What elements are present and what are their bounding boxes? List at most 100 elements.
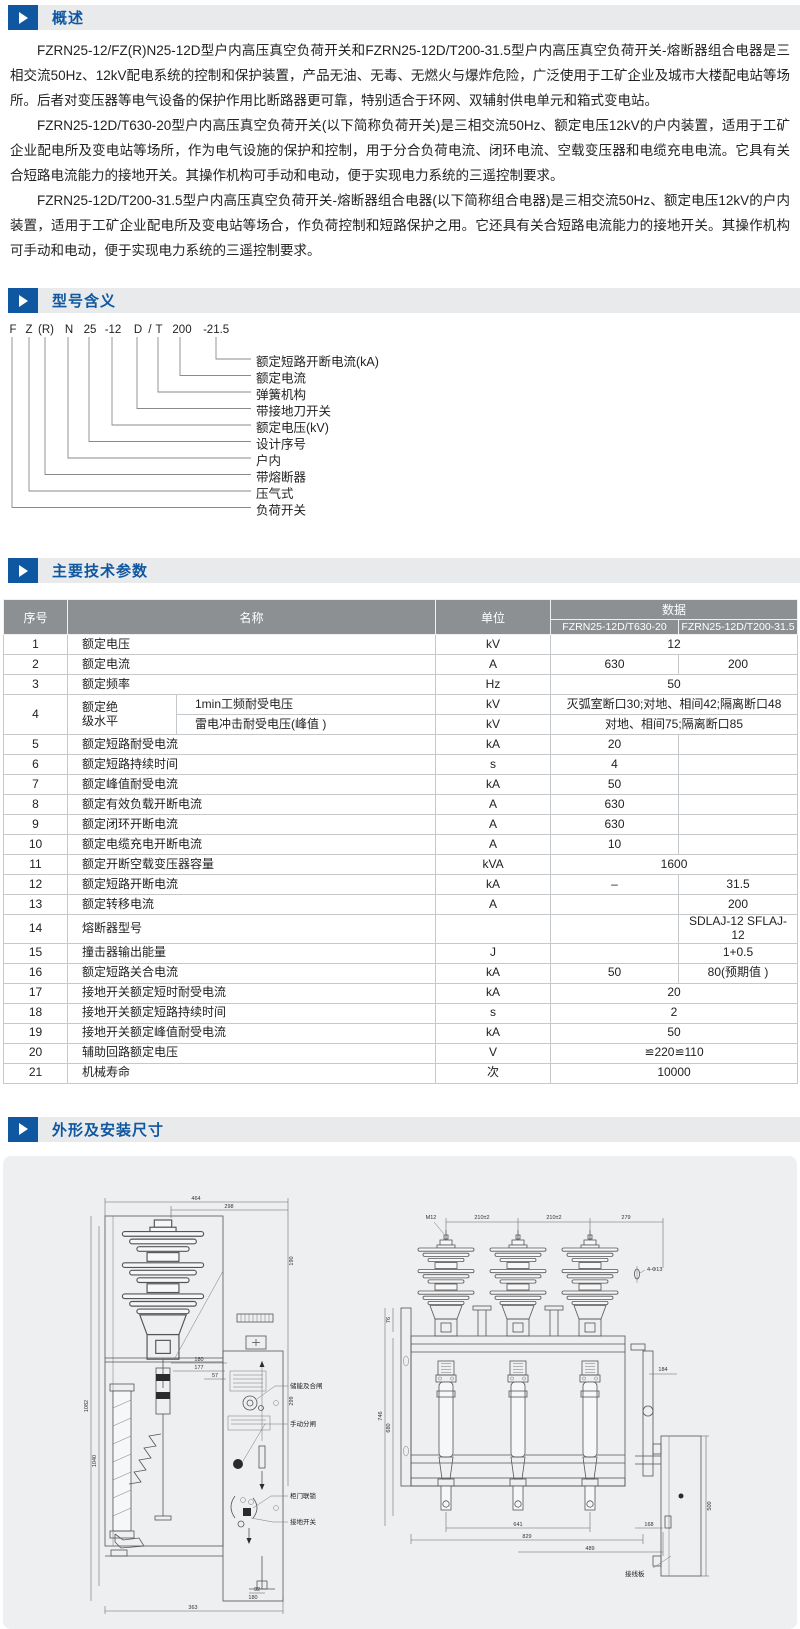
model-code-part: N xyxy=(65,324,73,336)
table-row: 18 接地开关额定短路持续时间 s 2 xyxy=(3,1002,799,1024)
dim-label: 746 xyxy=(378,1411,384,1420)
col-header-unit: 单位 xyxy=(435,599,552,635)
table-row: 9 额定闭环开断电流 A 630 xyxy=(3,814,799,835)
dim-label: 299 xyxy=(289,1396,295,1405)
model-code-part: D xyxy=(134,324,142,336)
dim-label: 1040 xyxy=(92,1454,98,1466)
table-row: 20 辅助回路额定电压 V ≌220≌110 xyxy=(3,1042,799,1064)
table-row: 6 额定短路持续时间 s 4 xyxy=(3,754,799,775)
section-marker xyxy=(8,5,38,30)
dim-label: 168 xyxy=(644,1522,653,1528)
table-row: 13 额定转移电流 A 200 xyxy=(3,894,799,915)
dim-label: 177 xyxy=(194,1365,203,1371)
fuse-tube xyxy=(507,1360,529,1510)
model-label: 带接地刀开关 xyxy=(256,404,331,419)
section-header-overview: 概述 xyxy=(8,5,800,30)
table-row: 16 额定短路关合电流 kA 50 80(预期值 ) xyxy=(3,962,799,984)
dim-label: 184 xyxy=(658,1367,667,1373)
dim-label: 210±2 xyxy=(474,1215,489,1221)
params-table-body: 1 额定电压 kV 12 2 额定电流 A 630 200 3 额定频率 Hz 50 4 额定绝 级水平 1m… xyxy=(3,634,799,1084)
section-title-model: 型号含义 xyxy=(52,293,117,310)
dim-label: 363 xyxy=(188,1605,197,1611)
model-label: 额定电流 xyxy=(256,371,307,386)
triangle-icon xyxy=(18,1123,28,1136)
col-header-no: 序号 xyxy=(3,599,68,635)
table-header-row: 序号 名称 单位 数据 xyxy=(3,599,799,635)
model-label: 额定短路开断电流(kA) xyxy=(256,354,379,369)
outline-drawing-panel: 464 298 190 299 1082 1040 xyxy=(3,1155,797,1629)
dim-label: 190 xyxy=(289,1256,295,1265)
insulator xyxy=(489,1239,547,1336)
dim-label: 4-Φ13 xyxy=(647,1267,662,1273)
section-header-params: 主要技术参数 xyxy=(8,558,800,583)
table-row: 5 额定短路耐受电流 kA 20 xyxy=(3,734,799,755)
dim-label: 92 xyxy=(254,1587,260,1593)
model-label: 设计序号 xyxy=(256,437,306,452)
table-row: 3 额定频率 Hz 50 xyxy=(3,674,799,695)
model-code-part: (R) xyxy=(38,324,54,336)
col-header-model1: FZRN25-12D/T630-20 xyxy=(550,619,680,635)
part-label: 接线板 xyxy=(625,1569,645,1578)
model-label: 负荷开关 xyxy=(256,504,306,518)
section-header-model: 型号含义 xyxy=(8,288,800,313)
dim-label: 298 xyxy=(224,1204,233,1210)
fuse-tube xyxy=(579,1360,601,1510)
overview-paragraph: FZRN25-12D/T200-31.5型户内高压真空负荷开关-熔断器组合电器(… xyxy=(10,193,790,258)
model-code-part: Z xyxy=(25,324,32,336)
part-label: 储能及合闸 xyxy=(290,1381,323,1390)
model-label: 压气式 xyxy=(256,486,294,501)
model-code-part: 21.5 xyxy=(207,324,229,336)
col-header-data: 数据 xyxy=(550,599,799,620)
dim-label: 829 xyxy=(522,1534,531,1540)
triangle-icon xyxy=(18,11,28,24)
dim-label: 210±2 xyxy=(546,1215,561,1221)
triangle-icon xyxy=(18,564,28,577)
table-row: 14 熔断器型号 SDLAJ-12 SFLAJ-12 xyxy=(3,914,799,944)
model-code-part: 25 xyxy=(84,324,97,336)
table-row: 1 额定电压 kV 12 xyxy=(3,634,799,655)
section-title-outline: 外形及安装尺寸 xyxy=(52,1121,165,1139)
col-header-name: 名称 xyxy=(66,599,437,635)
table-row: 7 额定峰值耐受电流 kA 50 xyxy=(3,774,799,795)
dim-label: 76 xyxy=(386,1317,392,1323)
table-row: 4 额定绝 级水平 1min工频耐受电压 kV 灭弧室断口30;对地、相间42;隔离断口… xyxy=(3,694,799,735)
table-row: 19 接地开关额定峰值耐受电流 kA 50 xyxy=(3,1022,799,1044)
triangle-icon xyxy=(18,294,28,307)
side-view-drawing: 464 298 190 299 1082 1040 xyxy=(84,1196,323,1614)
table-row: 12 额定短路开断电流 kA –31.5 xyxy=(3,874,799,895)
table-row: 8 额定有效负载开断电流 A 630 xyxy=(3,794,799,815)
dim-label: 500 xyxy=(707,1501,713,1510)
overview-paragraph: FZRN25-12D/T630-20型户内高压真空负荷开关(以下简称负荷开关)是… xyxy=(10,118,790,183)
section-title-params: 主要技术参数 xyxy=(52,563,149,580)
table-row: 10 额定电缆充电开断电流 A 10 xyxy=(3,834,799,855)
model-code-part: - xyxy=(203,324,207,336)
section-marker xyxy=(8,558,38,583)
table-header-row: FZRN25-12D/T630-20 FZRN25-12D/T200-31.5 xyxy=(4,619,799,635)
dim-label: 180 xyxy=(248,1595,257,1601)
model-code-part: F xyxy=(9,324,16,336)
section-marker xyxy=(8,1116,38,1142)
part-label: 柜门联锁 xyxy=(290,1491,317,1500)
dim-label: 57 xyxy=(212,1373,218,1379)
model-code-part: T xyxy=(155,324,162,336)
model-code-diagram: F Z (R) N 25 -12 D / T 200 - 21.5 额定短路开断… xyxy=(9,324,379,518)
overview-paragraph: FZRN25-12/FZ(R)N25-12D型户内高压真空负荷开关和FZRN25… xyxy=(10,43,790,108)
dim-label: M12 xyxy=(426,1215,437,1221)
table-row: 15 撞击器输出能量 J 1+0.5 xyxy=(3,942,799,964)
insulator xyxy=(121,1219,205,1360)
fuse-tube xyxy=(435,1360,457,1510)
col-header-model2: FZRN25-12D/T200-31.5 xyxy=(678,619,799,635)
outline-drawings: 464 298 190 299 1082 1040 xyxy=(84,1196,713,1614)
model-label: 额定电压(kV) xyxy=(256,420,329,435)
insulator xyxy=(417,1239,475,1336)
dim-label: 680 xyxy=(386,1423,392,1432)
dim-label: 180 xyxy=(194,1357,203,1363)
model-code-part: / xyxy=(148,324,152,336)
model-label: 带熔断器 xyxy=(256,470,307,485)
table-row: 21 机械寿命次 10000 xyxy=(3,1062,799,1084)
section-header-outline: 外形及安装尺寸 xyxy=(8,1116,800,1142)
params-table: 序号 名称 单位 数据 FZRN25-12D/T630-20 FZRN25-12… xyxy=(3,599,799,1084)
overview-text: FZRN25-12/FZ(R)N25-12D型户内高压真空负荷开关和FZRN25… xyxy=(10,38,790,288)
dim-label: 641 xyxy=(513,1522,522,1528)
part-label: 接地开关 xyxy=(290,1517,317,1526)
